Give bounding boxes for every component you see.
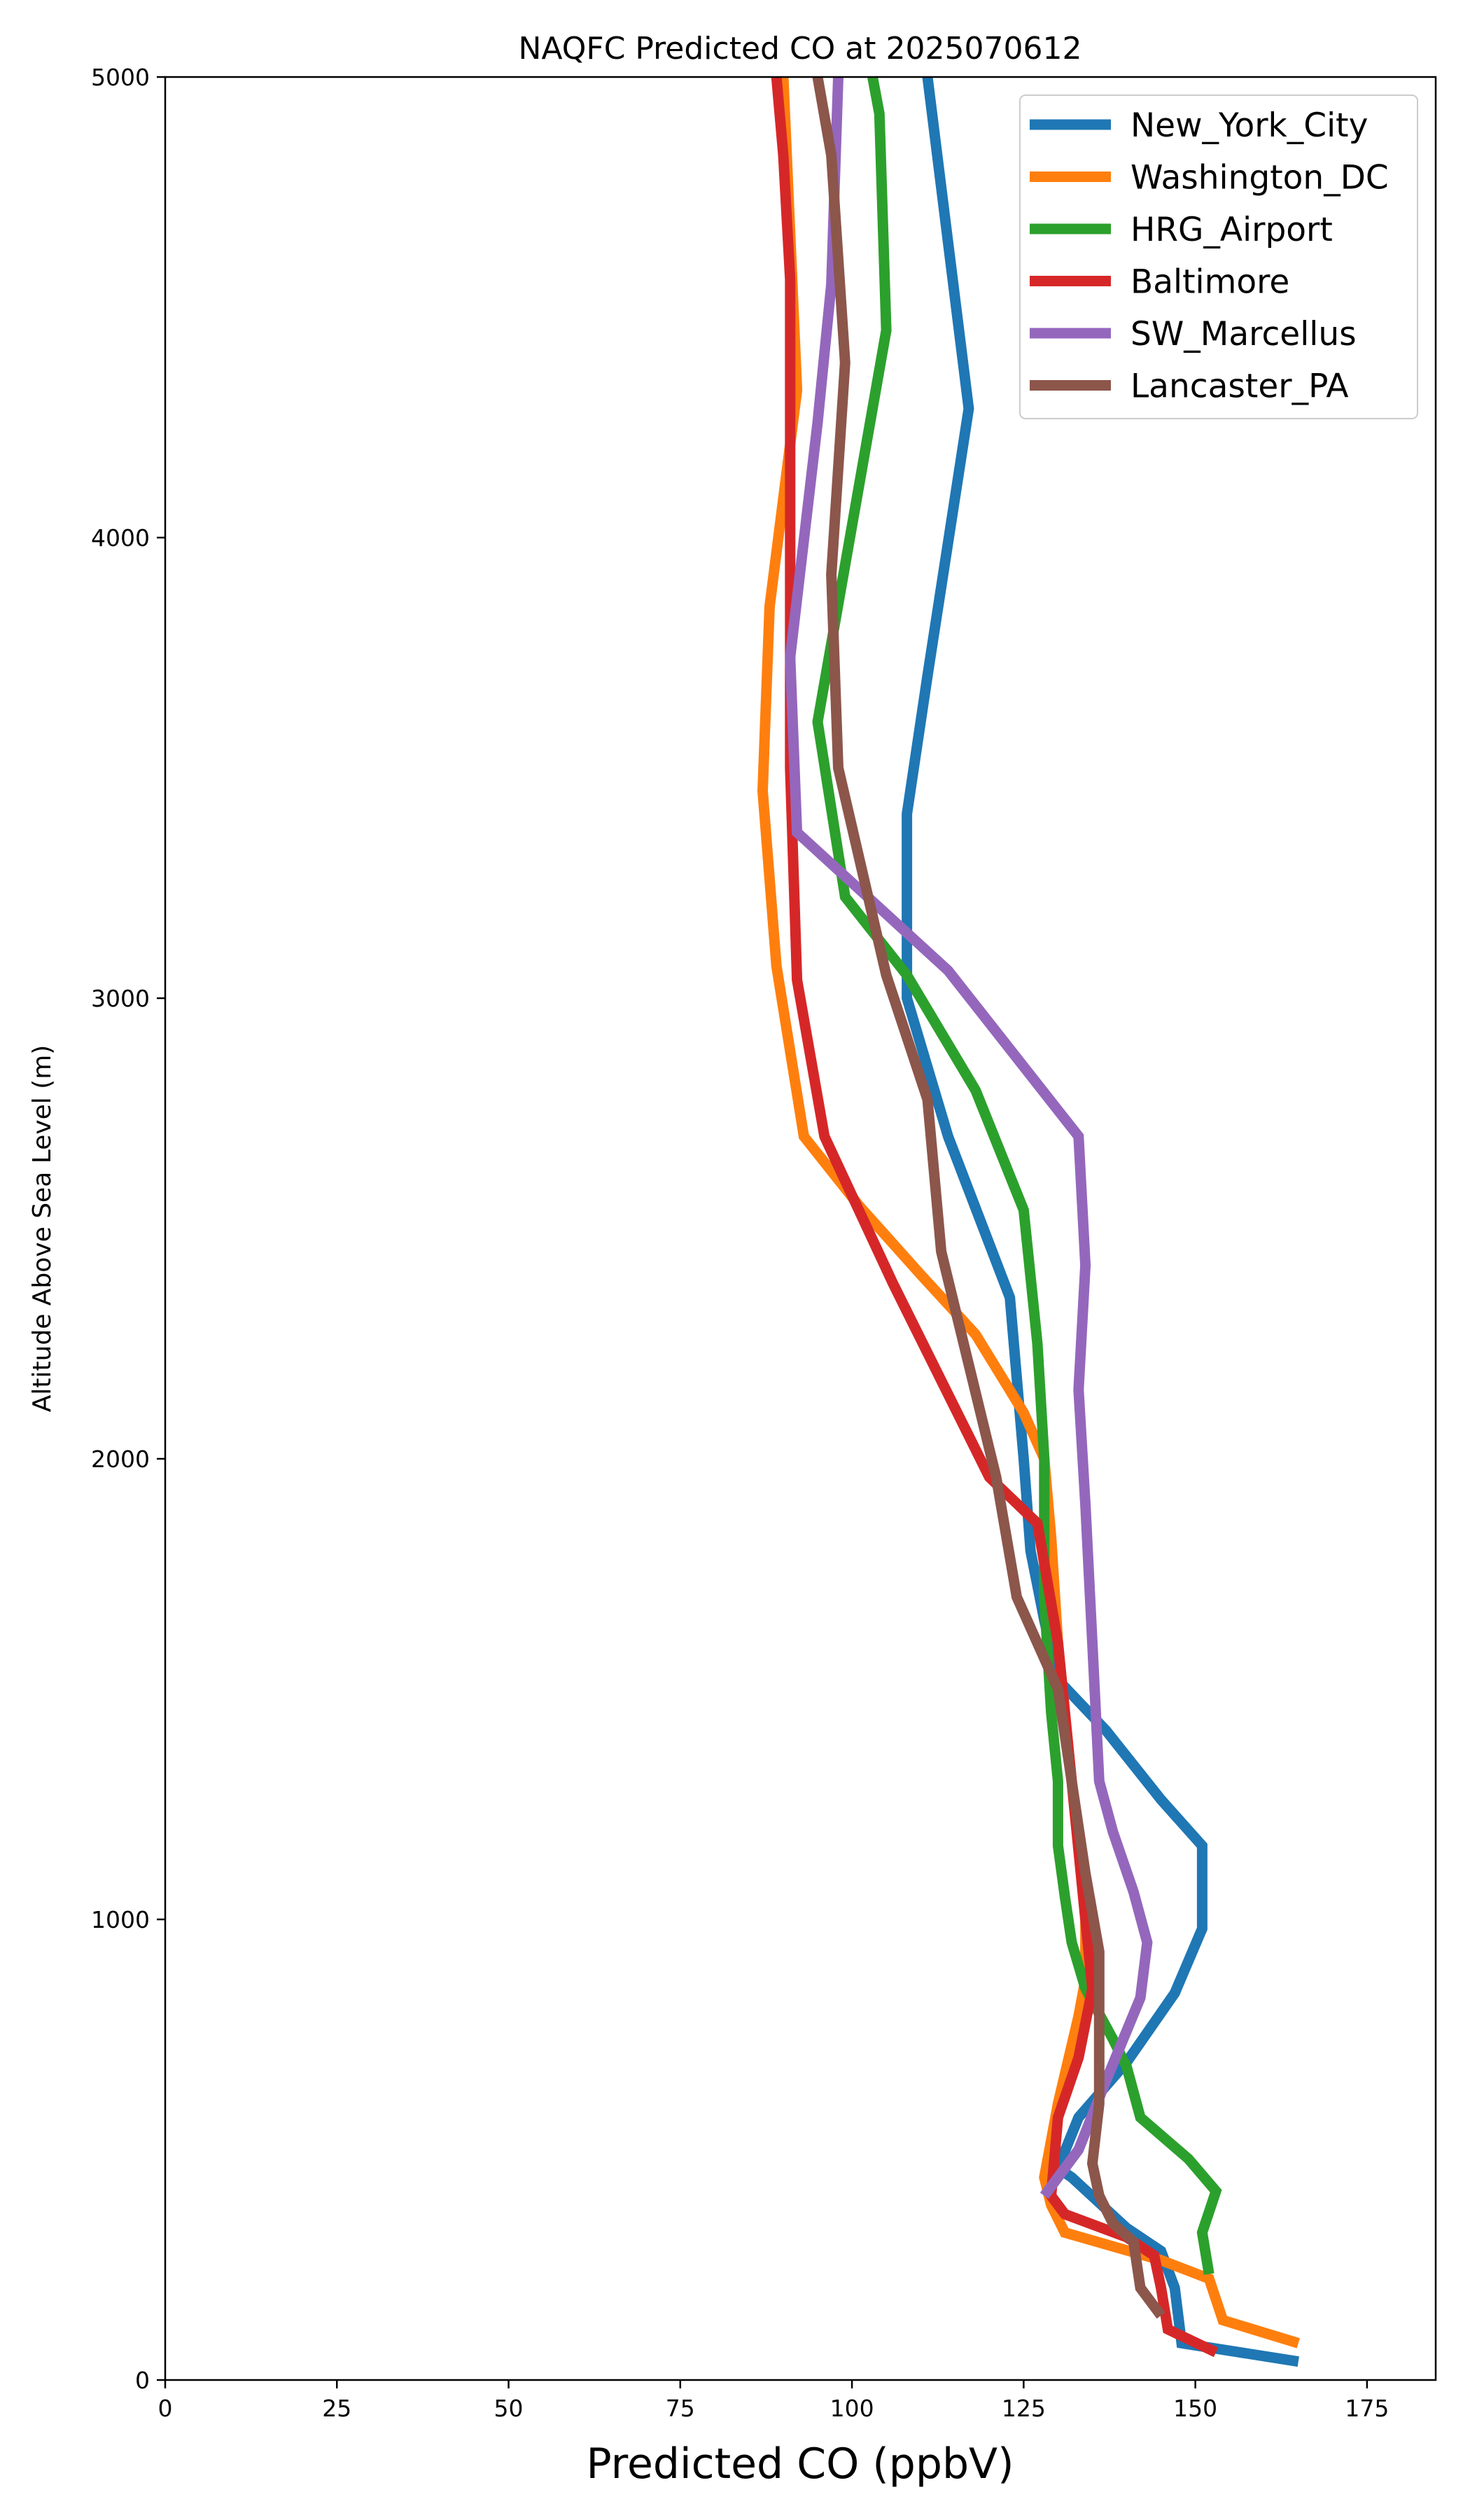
legend-label-sw-marcellus: SW_Marcellus [1130,315,1357,354]
y-axis-ticks: 0 1000 2000 3000 4000 5000 [91,64,165,2394]
y-tick-label: 0 [135,2367,150,2394]
legend-label-new-york-city: New_York_City [1130,106,1368,145]
legend-label-washington-dc: Washington_DC [1130,159,1389,197]
x-axis-label: Predicted CO (ppbV) [586,2440,1014,2488]
legend-box [1019,94,1418,419]
legend-label-hrg-airport: HRG_Airport [1130,211,1333,249]
y-tick-label: 2000 [91,1446,150,1473]
legend-label-baltimore: Baltimore [1130,263,1289,302]
y-tick-label: 5000 [91,64,150,91]
x-axis-ticks: 0 25 50 75 100 125 150 175 [158,2380,1389,2422]
y-tick-label: 1000 [91,1906,150,1933]
y-tick-label: 3000 [91,985,150,1012]
plot-frame [164,76,1437,2381]
x-tick-label: 25 [322,2395,351,2422]
series-line-lancaster-pa [812,76,1166,2319]
x-tick-label: 50 [494,2395,524,2422]
x-tick-label: 75 [666,2395,695,2422]
x-tick-label: 125 [1002,2395,1046,2422]
chart-title: NAQFC Predicted CO at 2025070612 [519,31,1082,66]
legend-label-lancaster-pa: Lancaster_PA [1130,368,1349,406]
x-tick-label: 175 [1345,2395,1389,2422]
x-tick-label: 100 [830,2395,874,2422]
x-tick-label: 0 [158,2395,173,2422]
legend: New_York_City Washington_DC HRG_Airport Bal… [1019,94,1418,419]
plot-background [165,77,1436,2380]
x-tick-label: 150 [1173,2395,1217,2422]
series-line-new-york-city [902,76,1299,2367]
y-tick-label: 4000 [91,524,150,552]
series-layer [757,76,1300,2367]
y-axis-label: Altitude Above Sea Level (m) [28,1045,57,1413]
series-line-sw-marcellus [785,76,1153,2199]
